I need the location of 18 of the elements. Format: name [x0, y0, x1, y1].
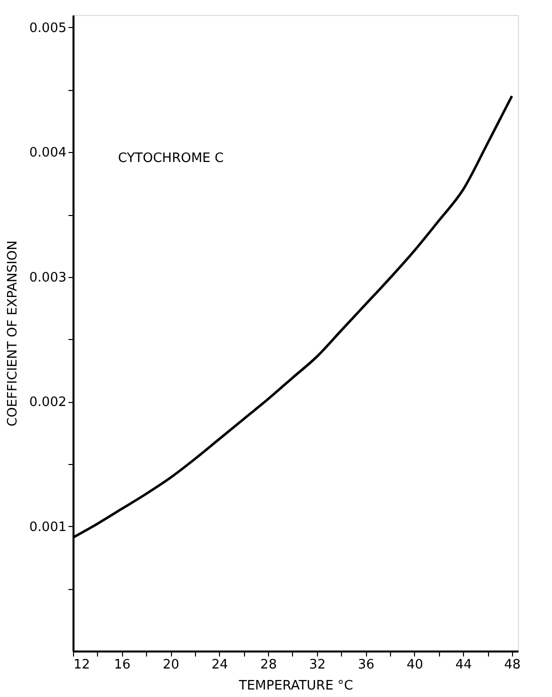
- x-axis-title: TEMPERATURE °C: [238, 678, 354, 694]
- y-tick-label: 0.004: [29, 146, 66, 161]
- annotation: CYTOCHROME C: [118, 151, 224, 166]
- y-tick-label: 0.002: [29, 395, 66, 410]
- y-tick-label: 0.005: [29, 20, 66, 36]
- y-tick-label: 0.003: [29, 270, 66, 286]
- x-tick-label: 16: [114, 658, 131, 672]
- x-tick-label: 36: [358, 658, 374, 672]
- x-tick-label: 40: [406, 658, 424, 672]
- y-axis-title: COEFFICIENT OF EXPANSION: [5, 240, 20, 426]
- x-tick-label: 28: [260, 658, 277, 672]
- x-tick-label: 48: [504, 658, 521, 672]
- x-tick-label: 20: [162, 658, 180, 672]
- y-tick-label: 0.001: [29, 520, 66, 535]
- x-tick-label: 44: [455, 658, 472, 672]
- x-tick-label: 24: [212, 658, 228, 672]
- x-tick-label: 12: [74, 658, 90, 672]
- x-tick-label: 32: [309, 658, 326, 672]
